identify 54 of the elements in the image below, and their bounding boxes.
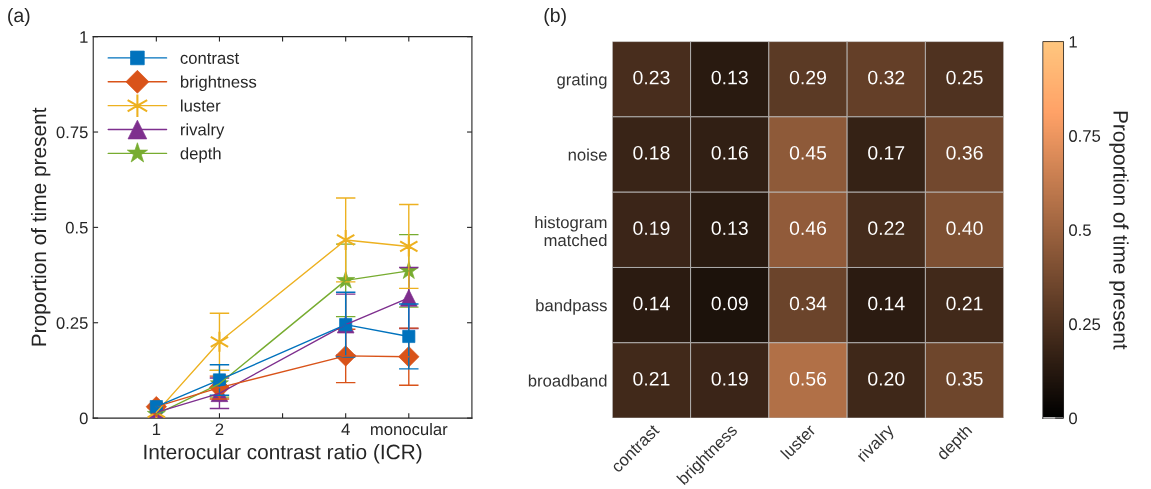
legend-label: brightness [180,75,257,92]
data-label: 0.19 [711,371,748,386]
data-label: 0.16 [711,145,748,160]
color-bar-label: 0 [1069,412,1077,425]
y-tick-label: broadband [528,374,607,387]
data-label: 0.13 [711,70,748,85]
data-label: 0.14 [868,296,905,311]
y-tick-label: bandpass [536,299,607,315]
data-label: 0.17 [868,145,905,160]
chart-title: (a) [8,7,30,27]
data-label: 0.23 [633,70,670,85]
x-tick-label: 1 [152,423,161,436]
x-tick-label: 2 [215,423,224,436]
data-label: 0.09 [711,296,748,311]
color-bar-label: 1 [1069,36,1077,48]
data-label: 0.20 [868,371,905,386]
y-tick-label: 0 [79,412,88,425]
data-label: 0.45 [789,145,827,160]
data-label: 0.14 [633,296,670,311]
x-axis-title: Interocular contrast ratio (ICR) [144,444,422,464]
data-label: 0.25 [946,70,983,85]
y-tick-label: 0.25 [56,317,88,329]
chart-title: (b) [544,7,566,27]
data-label: 0.40 [946,221,983,236]
data-label: 0.32 [868,70,905,85]
data-label: 0.29 [789,70,826,85]
legend-label: depth [180,147,221,163]
data-label: 0.21 [946,296,983,311]
legend-label: rivalry [181,123,225,139]
data-label: 0.18 [633,145,670,160]
y-tick-label: 0.75 [56,126,88,139]
data-label: 0.13 [711,221,748,236]
y-tick-label: 1 [80,31,88,43]
y-tick-label: grating [557,73,607,89]
x-tick-label: monocular [371,422,448,436]
data-label: 0.36 [946,145,983,160]
color-bar-label: 0.75 [1069,130,1101,142]
data-label: 0.34 [789,296,827,311]
y-tick-label: noise [568,148,607,161]
y-tick-label: histogram matched [535,216,607,247]
color-bar-label: 0.25 [1069,318,1101,331]
data-label: 0.19 [633,221,670,236]
legend-label: contrast [180,52,240,64]
color-bar-title: Proportion of time present [1109,111,1129,350]
data-label: 0.21 [633,371,670,386]
color-bar-label: 0.5 [1069,224,1091,237]
y-axis-title: Proportion of time present [30,107,51,346]
data-label: 0.56 [789,371,827,386]
data-label: 0.22 [868,221,905,236]
x-tick-label: 4 [341,423,350,436]
legend-label: luster [181,99,221,112]
data-label: 0.35 [946,371,983,386]
y-tick-label: 0.5 [65,221,88,234]
data-label: 0.46 [789,221,827,236]
